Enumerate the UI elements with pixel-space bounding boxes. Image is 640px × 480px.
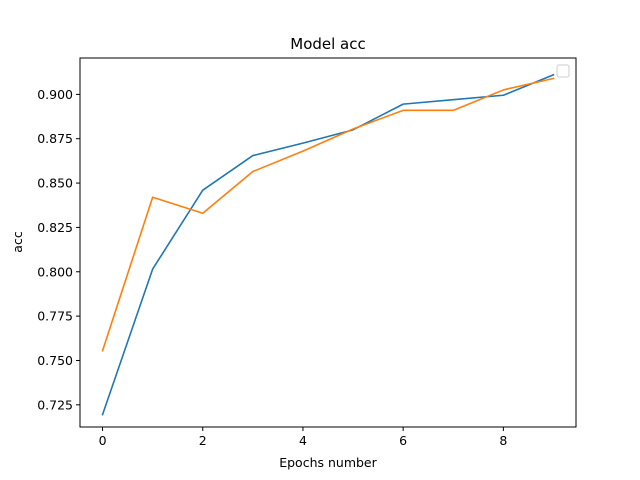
x-tick-label: 4 — [299, 433, 307, 448]
x-tick-label: 6 — [399, 433, 407, 448]
axis-ticks: 0 2 4 6 8 0.725 0.750 0.775 0.800 0.825 0.850 0.875… — [37, 87, 507, 448]
x-tick-label: 0 — [99, 433, 107, 448]
y-tick-label: 0.825 — [37, 220, 73, 235]
y-tick-label: 0.900 — [37, 87, 73, 102]
series-line-1 — [101, 73, 555, 416]
x-tick-label: 8 — [499, 433, 507, 448]
y-tick-label: 0.800 — [37, 264, 73, 279]
y-tick-label: 0.775 — [37, 309, 73, 324]
y-tick-label: 0.725 — [37, 397, 73, 412]
y-tick-label: 0.875 — [37, 131, 73, 146]
y-axis-label: acc — [10, 231, 25, 253]
x-tick-label: 2 — [199, 433, 207, 448]
plot-area — [101, 73, 555, 416]
legend-box — [556, 64, 570, 78]
x-axis-label: Epochs number — [279, 455, 377, 470]
y-tick-label: 0.850 — [37, 176, 73, 191]
y-tick-label: 0.750 — [37, 353, 73, 368]
axes-frame — [79, 57, 577, 428]
series-line-2 — [101, 77, 555, 352]
chart-title: Model acc — [290, 35, 366, 53]
